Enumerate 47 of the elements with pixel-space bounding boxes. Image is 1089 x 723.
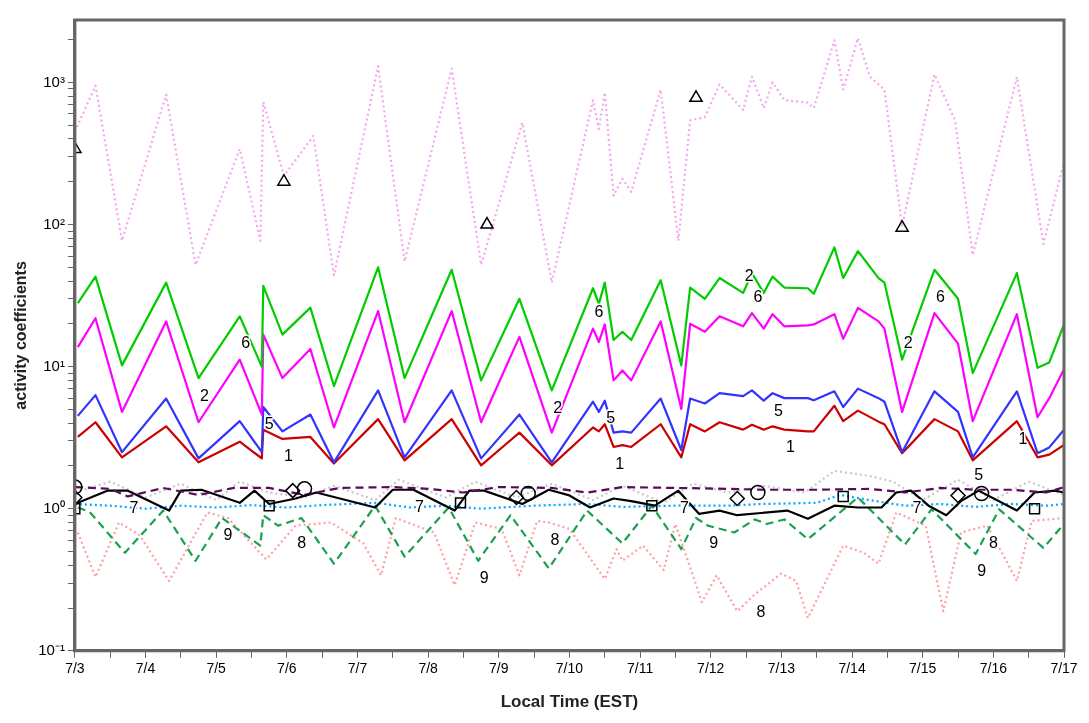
text: 1 <box>785 438 795 456</box>
text: 9 <box>709 534 719 552</box>
y-tick-label: 10¹ <box>43 356 65 374</box>
text: 1 <box>283 447 293 465</box>
x-tick-label: 7/5 <box>206 660 227 677</box>
text: 2 <box>553 398 563 416</box>
text: 9 <box>479 569 489 587</box>
text: 9 <box>977 562 987 580</box>
text: 2 <box>200 386 209 404</box>
x-tick-label: 7/16 <box>979 660 1008 677</box>
x-tick-label: 7/13 <box>767 660 796 677</box>
text: 7 <box>679 499 689 517</box>
text: 6 <box>936 287 945 305</box>
x-tick-label: 7/7 <box>347 660 368 677</box>
series-label: 6 <box>594 303 604 321</box>
y-tick-label: 10⁰ <box>43 498 65 516</box>
text: 8 <box>550 530 560 548</box>
text: 7 <box>129 499 139 517</box>
series-label: 1 <box>1018 429 1028 447</box>
text: 6 <box>241 334 251 352</box>
series-label: 7 <box>912 499 922 517</box>
y-tick-label: 10³ <box>43 72 65 90</box>
x-tick-label: 7/9 <box>489 660 509 677</box>
y-axis-title: activity coefficients <box>12 261 30 410</box>
x-tick-label: 7/6 <box>277 660 297 677</box>
y-tick-label: 10⁻¹ <box>38 640 65 658</box>
x-tick-label: 7/12 <box>697 660 725 677</box>
x-tick-label: 7/8 <box>418 660 439 677</box>
text: 8 <box>756 602 766 620</box>
x-tick-label: 7/3 <box>65 660 85 677</box>
text: 1 <box>615 455 625 473</box>
text: 8 <box>297 534 307 552</box>
y-tick-label: 10² <box>43 214 65 232</box>
x-tick-label: 7/10 <box>555 660 584 677</box>
text: 6 <box>753 287 763 305</box>
series-label: 8 <box>989 534 999 552</box>
x-tick-label: 7/11 <box>626 660 654 677</box>
text: 5 <box>264 415 274 433</box>
series-label: 9 <box>223 526 233 544</box>
text: 5 <box>974 465 984 483</box>
text: 5 <box>774 401 784 419</box>
x-tick-label: 7/4 <box>135 660 156 677</box>
x-tick-label: 7/14 <box>838 660 866 677</box>
text: 7 <box>414 498 424 516</box>
x-tick-label: 7/17 <box>1050 660 1078 677</box>
x-axis-title: Local Time (EST) <box>500 692 639 712</box>
x-tick-label: 7/15 <box>909 660 937 677</box>
